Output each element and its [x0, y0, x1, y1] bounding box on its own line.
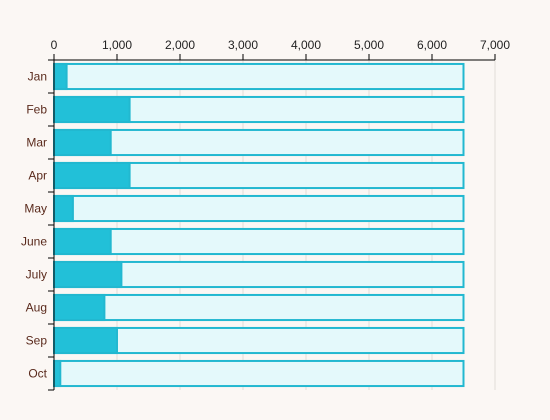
x-tick-label: 2,000 [165, 38, 195, 52]
value-bar [53, 194, 74, 223]
value-bar [53, 128, 112, 157]
y-axis: Jan Feb Mar Apr May June July Aug Sep Oct [21, 59, 55, 391]
value-bar [53, 227, 112, 256]
category-label: Mar [26, 136, 47, 150]
background-bar [53, 326, 465, 355]
x-tick-label: 4,000 [291, 38, 321, 52]
value-bar [53, 161, 131, 190]
value-bar [53, 260, 123, 289]
x-tick-label: 7,000 [480, 38, 510, 52]
category-label: Feb [26, 103, 47, 117]
background-bar [53, 359, 465, 388]
category-label: June [21, 235, 47, 249]
value-bar [53, 62, 68, 91]
value-bar [53, 95, 131, 124]
background-bar [53, 62, 465, 91]
x-tick-label: 5,000 [354, 38, 384, 52]
background-bar [53, 128, 465, 157]
bars [53, 62, 465, 388]
background-bar [53, 227, 465, 256]
category-label: May [24, 202, 47, 216]
category-label: Oct [28, 367, 47, 381]
x-tick-label: 0 [51, 38, 58, 52]
value-bar [53, 293, 106, 322]
x-tick-label: 6,000 [417, 38, 447, 52]
value-bar [53, 326, 118, 355]
category-label: Sep [26, 334, 48, 348]
background-bar [53, 194, 465, 223]
x-axis: 0 1,000 2,000 3,000 4,000 5,000 6,000 7,000 [51, 38, 510, 61]
background-bar [53, 293, 465, 322]
value-bar [53, 359, 62, 388]
category-label: Jan [28, 70, 47, 84]
category-label: Aug [26, 301, 47, 315]
x-tick-label: 1,000 [102, 38, 132, 52]
category-label: Apr [28, 169, 47, 183]
x-tick-label: 3,000 [228, 38, 258, 52]
category-label: July [26, 268, 47, 282]
